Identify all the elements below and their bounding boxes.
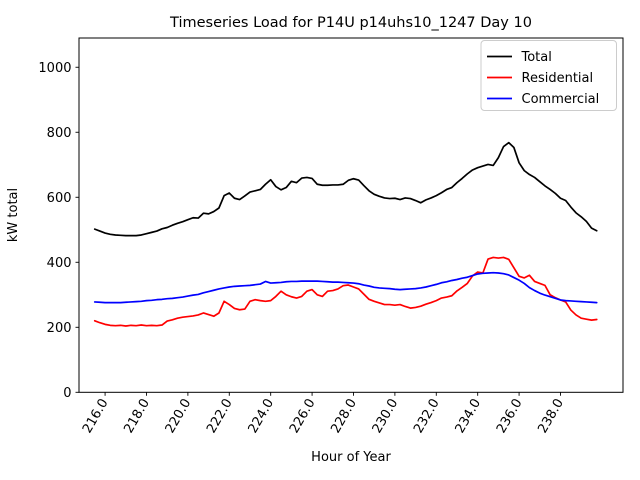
y-tick-label: 200 [47,321,72,336]
x-tick-label: 238.0 [535,396,567,436]
x-tick-label: 216.0 [80,396,112,436]
y-axis-ticks: 0 200 400 600 800 1000 [38,61,79,401]
x-tick-label: 224.0 [246,396,278,436]
legend: Total Residential Commercial [480,40,617,111]
series-line-total [93,141,598,237]
x-tick-label: 220.0 [163,396,195,436]
x-axis-label: Hour of Year [311,450,391,465]
y-tick-label: 0 [63,386,71,401]
x-tick-label: 228.0 [328,396,360,436]
plot-area [78,37,624,393]
x-tick-label: 222.0 [204,396,236,436]
y-axis-label: kW total [6,188,21,242]
x-tick-label: 232.0 [411,396,443,436]
legend-box [480,40,617,111]
legend-label-residential: Residential [522,71,594,86]
y-tick-label: 800 [47,126,72,141]
series-lines [93,141,598,327]
x-tick-label: 218.0 [121,396,153,436]
legend-label-total: Total [521,50,552,65]
x-tick-label: 234.0 [453,396,485,436]
x-axis-ticks: 216.0 218.0 220.0 222.0 224.0 226.0 228.0 230.0… [80,392,567,436]
y-tick-label: 1000 [38,61,71,76]
series-line-commercial [93,271,598,304]
y-tick-label: 600 [47,191,72,206]
x-tick-label: 226.0 [287,396,319,436]
y-tick-label: 400 [47,256,72,271]
series-line-residential [93,256,598,327]
legend-label-commercial: Commercial [522,92,600,107]
chart-title: Timeseries Load for P14U p14uhs10_1247 D… [169,15,532,31]
x-tick-label: 236.0 [494,396,526,436]
x-tick-label: 230.0 [370,396,402,436]
